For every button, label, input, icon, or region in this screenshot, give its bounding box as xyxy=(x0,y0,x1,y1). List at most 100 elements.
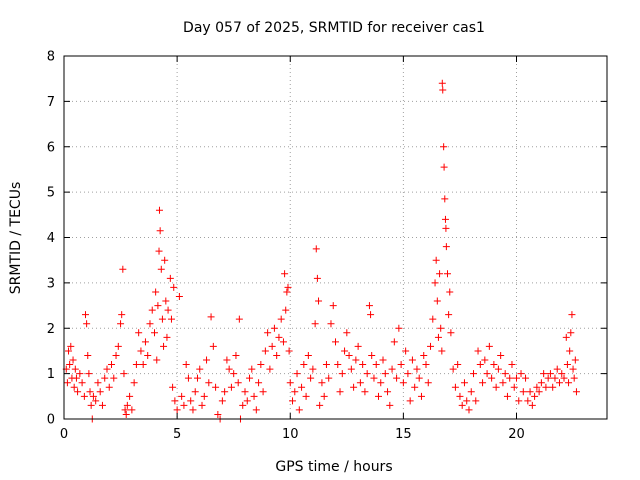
data-point xyxy=(63,379,71,387)
data-point xyxy=(218,397,226,405)
data-point xyxy=(167,315,175,323)
data-point xyxy=(546,370,554,378)
data-point xyxy=(187,397,195,405)
data-point xyxy=(460,379,468,387)
data-point xyxy=(264,329,272,337)
data-point xyxy=(379,356,387,364)
data-point xyxy=(178,392,186,400)
data-point xyxy=(153,356,161,364)
data-point xyxy=(114,342,122,350)
data-point xyxy=(551,374,559,382)
data-point xyxy=(311,320,319,328)
data-point xyxy=(513,374,520,382)
data-point xyxy=(255,379,263,387)
data-point xyxy=(399,379,407,387)
data-point xyxy=(193,374,201,382)
data-point xyxy=(350,383,358,391)
data-point xyxy=(151,329,158,337)
data-point xyxy=(170,283,178,291)
data-point xyxy=(384,388,392,396)
data-point xyxy=(120,370,128,378)
y-tick-label: 3 xyxy=(47,276,55,291)
data-point xyxy=(432,256,440,264)
data-point xyxy=(458,401,466,409)
data-point xyxy=(397,361,405,369)
data-point xyxy=(565,379,573,387)
data-point xyxy=(571,356,579,364)
data-point xyxy=(261,347,269,355)
data-point xyxy=(492,383,500,391)
data-point xyxy=(221,388,229,396)
x-tick-label: 15 xyxy=(395,427,412,442)
data-point xyxy=(325,374,333,382)
data-point xyxy=(381,370,389,378)
x-tick-label: 0 xyxy=(60,427,68,442)
data-point xyxy=(336,388,344,396)
data-point xyxy=(273,351,281,359)
data-point xyxy=(191,388,199,396)
data-point xyxy=(345,351,353,359)
data-point xyxy=(81,311,89,319)
data-point xyxy=(184,374,192,382)
data-point xyxy=(105,383,113,391)
data-point xyxy=(334,361,342,369)
data-point xyxy=(94,379,102,387)
data-point xyxy=(135,329,143,337)
data-point xyxy=(431,279,439,287)
data-point xyxy=(441,195,449,203)
data-point xyxy=(404,370,412,378)
data-point xyxy=(526,388,534,396)
data-point xyxy=(241,388,249,396)
data-point xyxy=(289,397,297,405)
data-point xyxy=(146,320,154,328)
data-point xyxy=(156,227,164,235)
data-point xyxy=(501,370,509,378)
data-point xyxy=(485,342,493,350)
data-point xyxy=(347,365,355,373)
data-point xyxy=(422,361,430,369)
data-point xyxy=(69,356,77,364)
data-point xyxy=(232,351,240,359)
data-point xyxy=(248,365,256,373)
y-axis-label: SRMTID / TECUs xyxy=(8,182,24,295)
data-point xyxy=(481,356,489,364)
data-point xyxy=(420,351,428,359)
data-point xyxy=(246,374,254,382)
data-point xyxy=(203,356,211,364)
data-point xyxy=(386,401,394,409)
data-point xyxy=(302,392,310,400)
data-point xyxy=(98,401,106,409)
data-point xyxy=(540,370,548,378)
data-point xyxy=(198,401,206,409)
data-point xyxy=(322,361,330,369)
data-point xyxy=(572,388,580,396)
data-point xyxy=(522,374,530,382)
data-point xyxy=(474,347,482,355)
data-point xyxy=(148,306,156,314)
data-point xyxy=(123,401,131,409)
data-point xyxy=(443,270,451,278)
data-point xyxy=(370,374,378,382)
data-point xyxy=(320,392,328,400)
data-point xyxy=(252,406,260,414)
data-point xyxy=(562,333,570,341)
data-point xyxy=(257,361,265,369)
data-point xyxy=(259,388,267,396)
chart-title: Day 057 of 2025, SRMTID for receiver cas… xyxy=(183,20,485,36)
data-point xyxy=(499,379,507,387)
data-point xyxy=(144,351,152,359)
data-point xyxy=(415,374,423,382)
data-point xyxy=(315,297,323,305)
data-point xyxy=(293,370,301,378)
data-point xyxy=(569,365,577,373)
y-tick-label: 8 xyxy=(47,50,55,65)
data-point xyxy=(307,374,315,382)
data-point xyxy=(313,274,321,282)
data-point xyxy=(239,401,247,409)
data-point xyxy=(503,392,511,400)
data-point xyxy=(243,397,251,405)
data-point xyxy=(442,224,450,232)
data-point xyxy=(86,388,94,396)
data-point xyxy=(447,329,455,337)
data-point xyxy=(277,315,285,323)
